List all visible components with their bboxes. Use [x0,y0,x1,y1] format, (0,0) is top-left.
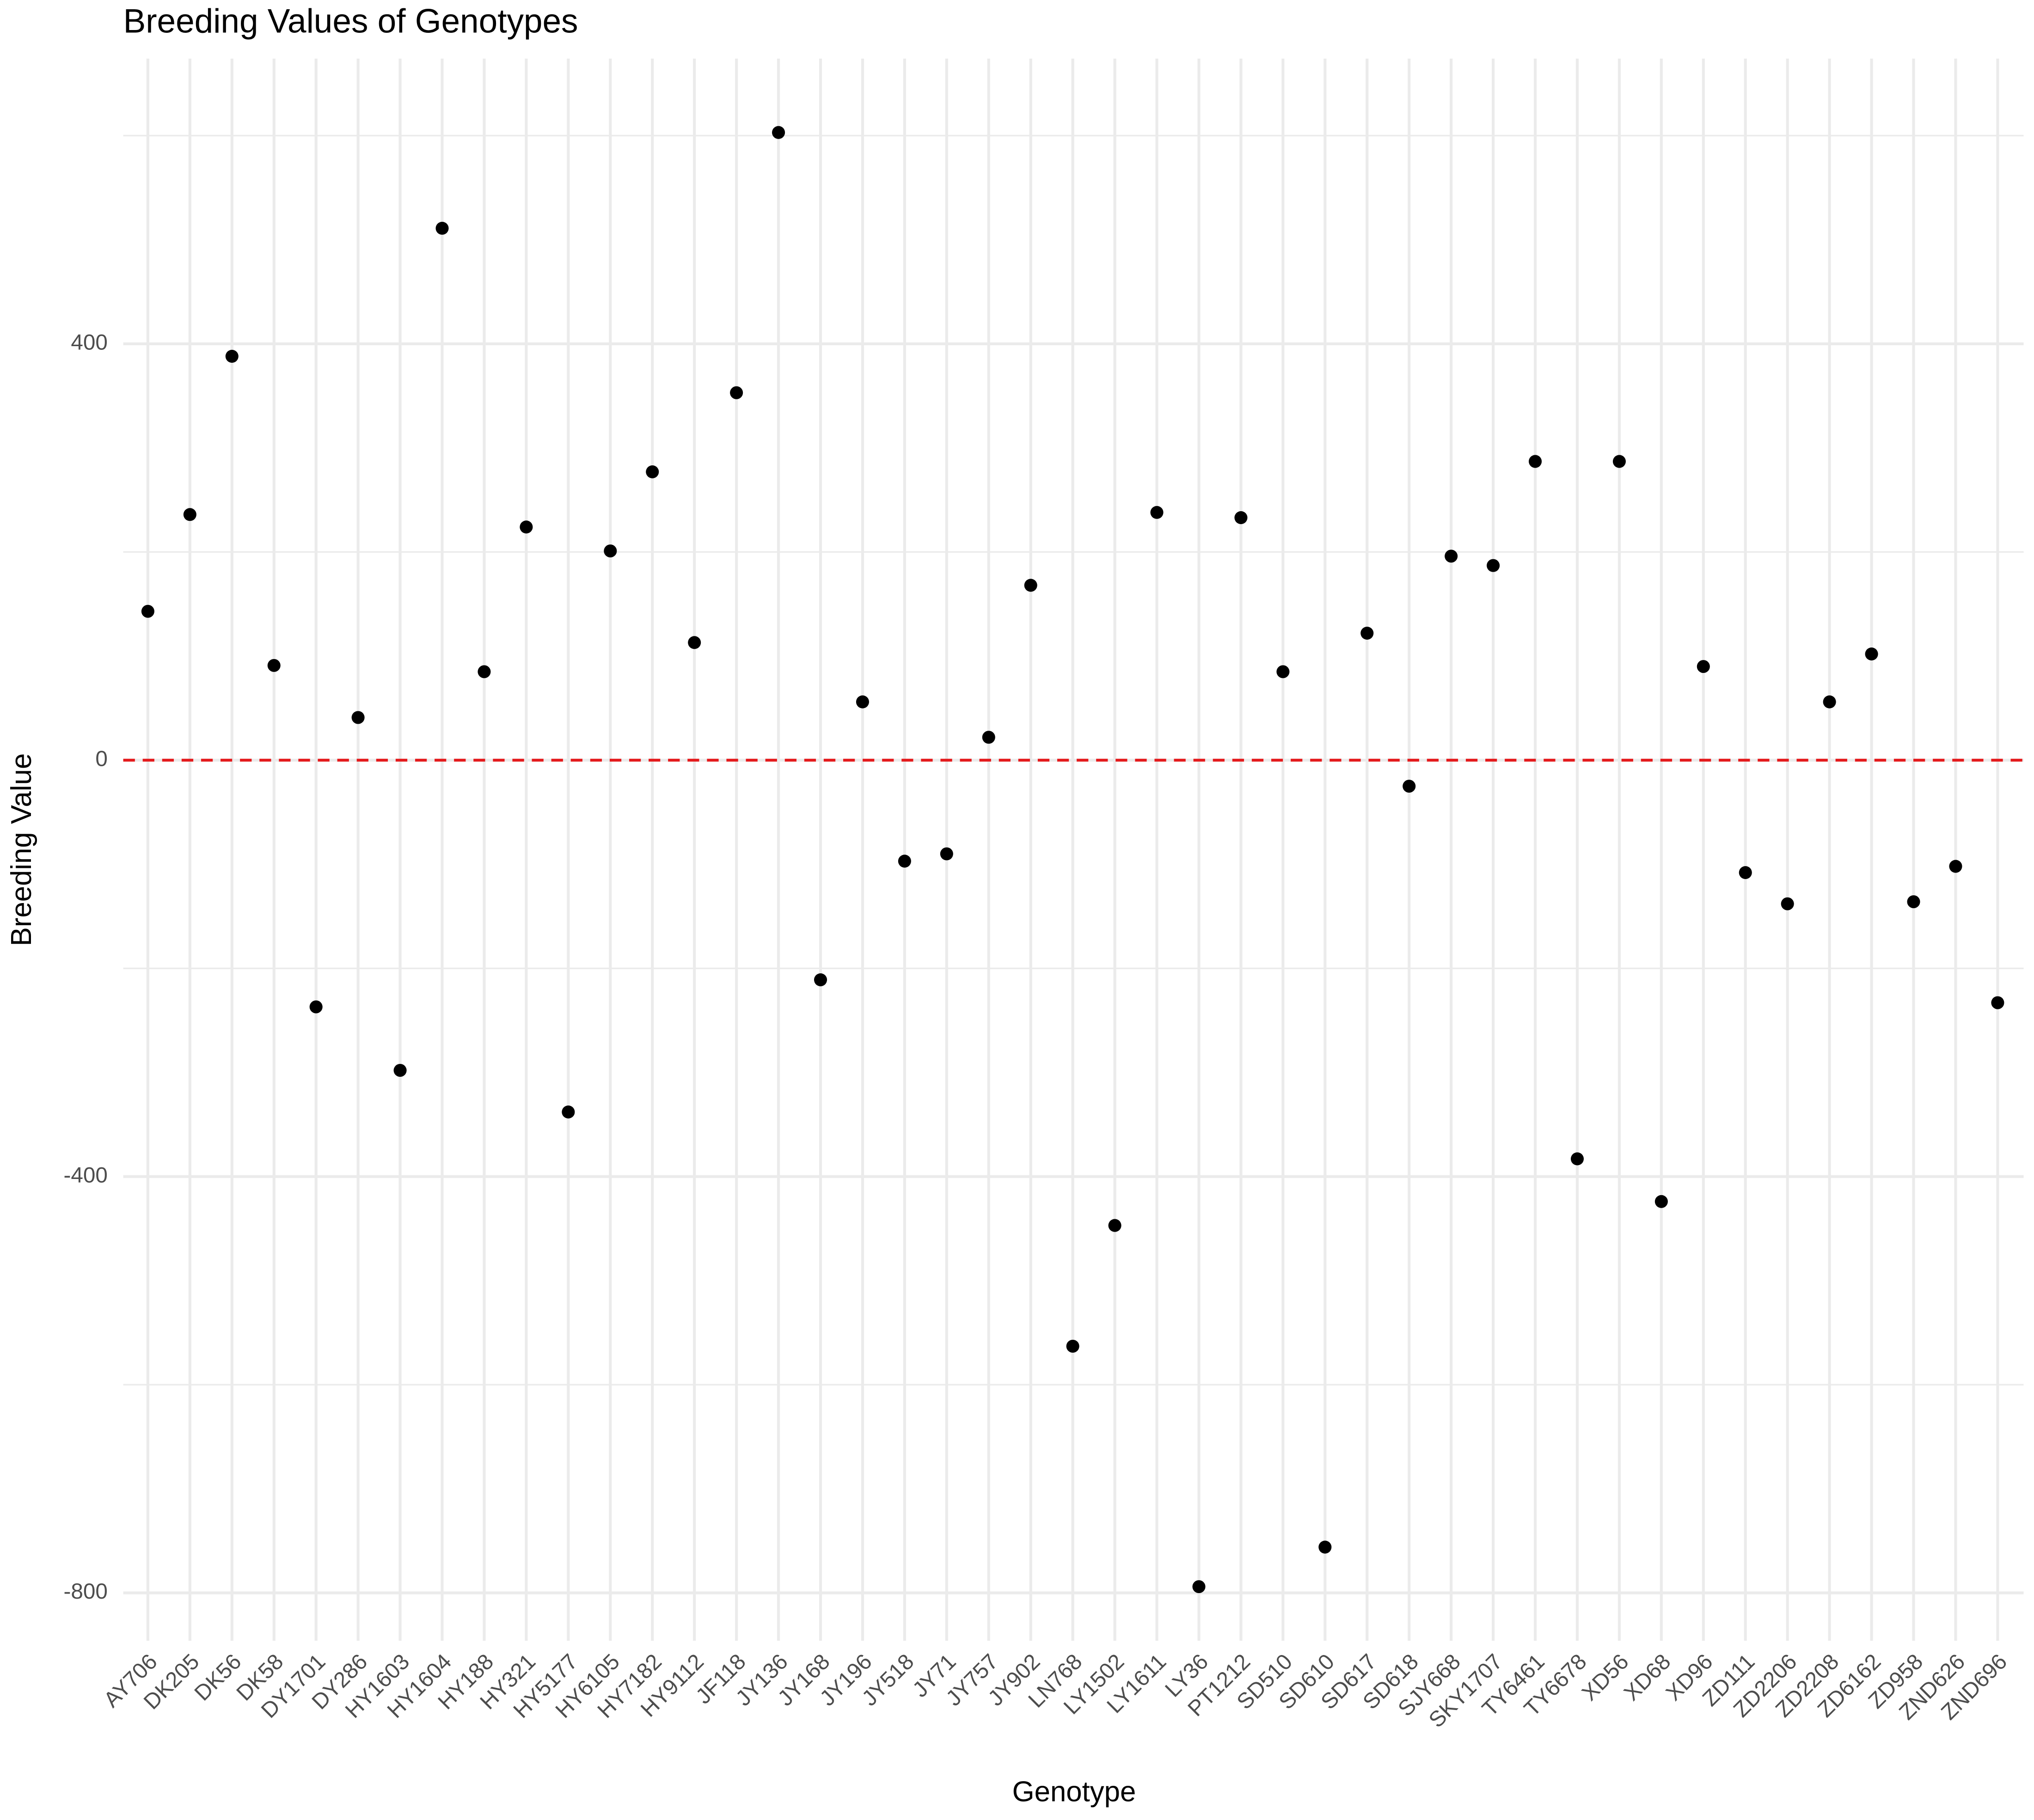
point [225,349,239,363]
y-tick-label: 400 [71,330,108,354]
point [940,847,953,861]
y-tick-label: 0 [95,746,108,771]
point [1781,897,1794,910]
x-tick-label: XD56 [1577,1649,1634,1706]
point [1865,647,1878,661]
point [1529,455,1542,468]
point [309,1000,323,1014]
point [1276,665,1290,678]
point [772,126,785,139]
point [1024,579,1037,592]
point [1445,550,1458,563]
point [435,221,449,235]
point [1360,627,1374,640]
point [814,973,827,987]
point [898,855,911,868]
point [730,386,743,399]
point [1991,996,2004,1009]
point [1234,511,1248,525]
point [351,711,365,724]
y-tick-label: -400 [63,1163,107,1187]
point [267,659,281,672]
point [982,731,995,744]
x-tick-label: DK56 [190,1649,246,1706]
point [1697,660,1710,673]
point [1403,780,1416,793]
point [520,520,533,534]
x-axis-title: Genotype [1012,1776,1136,1808]
point [1823,695,1836,708]
point [604,544,617,558]
point [688,636,701,649]
x-tick-label: XD68 [1619,1649,1676,1706]
point [646,465,659,478]
point [393,1063,407,1077]
point [1150,506,1164,519]
point [141,605,154,618]
y-tick-label: -800 [63,1579,107,1604]
point [1949,860,1962,873]
point [478,665,491,678]
point [1108,1219,1121,1232]
point [1907,895,1920,909]
point [1739,866,1752,879]
point [562,1105,575,1119]
point [1318,1540,1332,1554]
point [183,508,196,521]
point [1570,1152,1584,1166]
point [1066,1339,1079,1353]
point [1612,455,1626,468]
point [1487,559,1500,572]
chart-title: Breeding Values of Genotypes [123,2,578,40]
point [1192,1580,1206,1594]
y-axis-title: Breeding Value [6,753,37,946]
point [856,695,869,708]
point [1654,1195,1668,1208]
